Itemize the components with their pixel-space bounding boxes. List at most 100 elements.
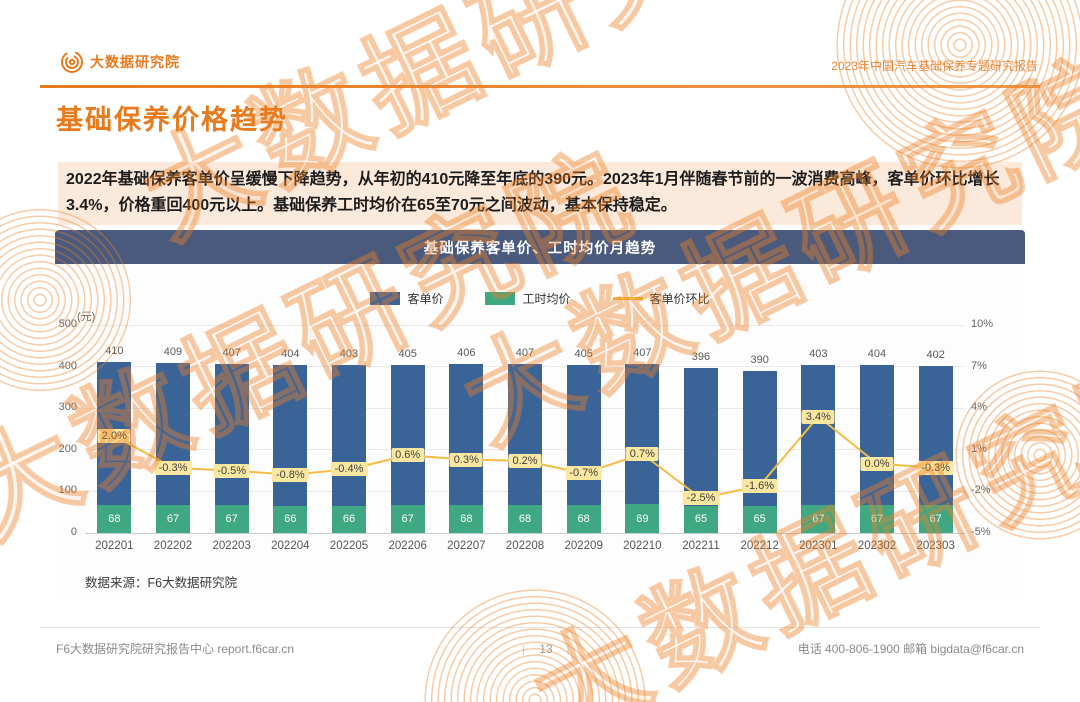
- page-footer: F6大数据研究院研究报告中心 report.f6car.cn | 13 | 电话…: [40, 627, 1040, 657]
- bar-202212: [742, 370, 777, 533]
- y-axis-tick: 0: [70, 526, 77, 538]
- legend-swatch-line: [612, 297, 643, 300]
- secondary-y-axis-tick: 10%: [971, 318, 994, 330]
- bar-202211: [684, 368, 718, 533]
- pct-label: -0.3%: [917, 460, 955, 475]
- pct-label: -0.4%: [330, 462, 368, 477]
- footer-right: 电话 400-806-1900 邮箱 bigdata@f6car.cn: [797, 642, 1024, 656]
- y-axis-tick: 100: [58, 484, 77, 497]
- wage-segment-202210: 69: [625, 504, 660, 533]
- pct-label: 2.0%: [97, 428, 131, 443]
- pct-label: 3.4%: [801, 409, 835, 424]
- legend-label-labor: 工时均价: [522, 292, 571, 306]
- pct-label: 0.7%: [625, 446, 659, 461]
- wage-segment-202201: 68: [97, 504, 132, 533]
- wage-segment-202303: 67: [918, 505, 953, 533]
- secondary-y-axis-tick: 4%: [971, 401, 987, 414]
- x-axis-tick: 202206: [388, 540, 427, 552]
- legend-item-price: 客单价: [370, 290, 443, 307]
- wage-segment-202302: 67: [860, 505, 894, 533]
- bar-value-label: 407: [633, 346, 652, 359]
- gridline: [85, 532, 965, 534]
- summary-paragraph: 2022年基础保养客单价呈缓慢下降趋势，从年初的410元降至年底的390元。20…: [58, 162, 1022, 225]
- wage-segment-202211: 65: [684, 505, 718, 533]
- y-axis-tick: 200: [58, 442, 77, 455]
- wage-segment-202203: 67: [214, 505, 249, 533]
- page-number: 13: [539, 641, 553, 656]
- header-divider: [40, 85, 1040, 88]
- wage-segment-202202: 67: [156, 505, 190, 533]
- pct-label: 0.2%: [508, 453, 542, 468]
- wage-segment-202207: 68: [449, 504, 484, 533]
- f6-logo-icon: [61, 51, 83, 73]
- right-axis: 10% 7% 4% 1% -2% -5%: [971, 318, 1021, 538]
- bar-value-label: 403: [339, 348, 359, 361]
- bar-value-label: 403: [809, 348, 828, 361]
- bar-202301: [801, 365, 836, 533]
- plot-area: 68 410 67 409 67 407 66 404 66 403 67 405 68 406 68 407…: [85, 324, 965, 534]
- y-axis-tick: 300: [58, 401, 77, 414]
- pct-label: -0.3%: [154, 460, 192, 475]
- x-axis-tick: 202208: [505, 540, 545, 552]
- pct-label: -0.7%: [565, 466, 603, 481]
- y-axis-tick: 400: [58, 359, 77, 372]
- bar-value-label: 406: [457, 347, 476, 360]
- bar-value-label: 396: [691, 351, 711, 364]
- brand-logo: 大数据研究院: [60, 50, 180, 74]
- bar-value-label: 402: [926, 348, 945, 361]
- brand-name: 大数据研究院: [90, 54, 180, 70]
- bar-value-label: 407: [222, 346, 241, 359]
- chart-body: 客单价 工时均价 客单价环比 (元) 0 100 200 300 400 500 68 41…: [55, 264, 1025, 600]
- y-axis-tick: 500: [58, 318, 77, 330]
- footer-divider-left: |: [522, 641, 526, 656]
- pct-label: 0.0%: [860, 456, 894, 471]
- left-axis: 0 100 200 300 400 500: [55, 318, 81, 538]
- legend-item-labor: 工时均价: [485, 290, 571, 307]
- axis-unit-label: (元): [77, 311, 96, 323]
- pct-label: -2.5%: [682, 491, 720, 506]
- x-axis-tick: 202203: [212, 540, 251, 552]
- legend-label-mom: 客单价环比: [649, 292, 710, 306]
- bar-202302: [860, 364, 894, 533]
- secondary-y-axis-tick: -2%: [971, 484, 991, 497]
- footer-left: F6大数据研究院研究报告中心 report.f6car.cn: [56, 642, 295, 656]
- footer-divider-right: |: [566, 641, 570, 656]
- wage-segment-202209: 68: [566, 504, 601, 533]
- chart-card: 基础保养客单价、工时均价月趋势 客单价 工时均价 客单价环比 (元) 0 100 2…: [55, 230, 1025, 600]
- mom-line: [110, 412, 940, 503]
- bar-value-label: 409: [163, 345, 183, 358]
- bar-202201: [97, 362, 132, 533]
- pct-label: -0.5%: [213, 463, 251, 478]
- gridline: [85, 324, 965, 326]
- bar-value-label: 407: [515, 346, 535, 359]
- wage-segment-202204: 66: [273, 505, 308, 533]
- x-axis-tick: 202211: [682, 540, 720, 552]
- report-title: 2023年中国汽车基础保养专题研究报告: [831, 59, 1038, 73]
- secondary-y-axis-tick: 1%: [971, 442, 987, 455]
- pct-label: 0.3%: [449, 452, 483, 467]
- bar-value-label: 405: [574, 347, 593, 360]
- bar-value-label: 390: [750, 353, 769, 366]
- bar-202204: [273, 364, 308, 533]
- x-axis-tick: 202209: [564, 540, 603, 552]
- bar-202205: [332, 365, 366, 533]
- wage-segment-202208: 68: [508, 504, 542, 533]
- secondary-y-axis-tick: 7%: [971, 359, 987, 372]
- x-axis-tick: 202301: [799, 540, 838, 552]
- legend-swatch-green: [485, 292, 516, 305]
- bar-202303: [918, 365, 953, 533]
- bar-value-label: 404: [281, 347, 300, 360]
- pct-label: -1.6%: [741, 478, 779, 493]
- legend-label-price: 客单价: [407, 292, 444, 306]
- secondary-y-axis-tick: -5%: [971, 526, 991, 538]
- wage-segment-202301: 67: [801, 505, 836, 533]
- x-axis-tick: 202302: [857, 540, 897, 552]
- x-axis-tick: 202204: [271, 540, 310, 552]
- chart-legend: 客单价 工时均价 客单价环比: [55, 290, 1025, 307]
- x-axis-tick: 202212: [740, 540, 779, 552]
- bar-202202: [156, 362, 190, 533]
- footer-page-number: | 13 |: [522, 642, 570, 656]
- bar-value-label: 405: [398, 347, 417, 360]
- wage-segment-202205: 66: [332, 505, 366, 533]
